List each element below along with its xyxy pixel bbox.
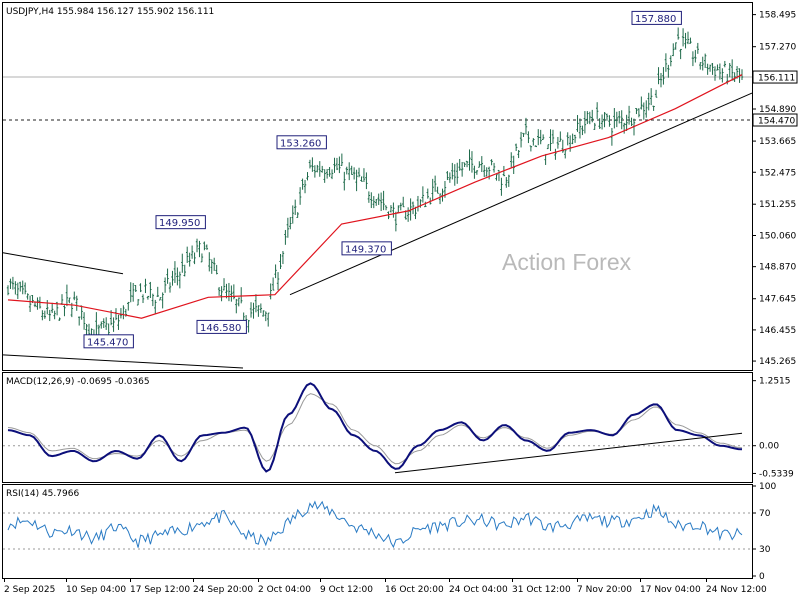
y-tick-label: 152.475 — [759, 168, 796, 178]
annotation-label: 146.580 — [200, 323, 241, 334]
moving-average-line — [7, 74, 743, 319]
y-tick-label: 148.870 — [759, 263, 796, 273]
y-tick-label: 157.270 — [759, 43, 796, 53]
x-tick-label: 17 Nov 04:00 — [640, 585, 701, 595]
y-tick-label: 147.645 — [759, 295, 796, 305]
annotation-box — [341, 241, 392, 256]
y-tick-label: 150.060 — [759, 231, 796, 241]
x-tick-label: 9 Oct 12:00 — [320, 585, 373, 595]
trendline — [289, 92, 753, 296]
x-tick-label: 31 Oct 12:00 — [512, 585, 571, 595]
y-tick-label: 154.890 — [759, 105, 796, 115]
annotation-box — [83, 334, 134, 349]
x-tick-label: 16 Oct 20:00 — [385, 585, 444, 595]
annotation-box — [155, 215, 206, 230]
annotation-box — [276, 135, 327, 150]
x-tick-label: 7 Nov 20:00 — [577, 585, 632, 595]
macd-panel — [2, 372, 753, 483]
y-tick-label: 158.495 — [759, 11, 796, 21]
macd-trendline — [394, 432, 743, 474]
annotation-label: 145.470 — [87, 337, 128, 348]
annotation-label: 149.370 — [345, 244, 386, 255]
annotation-box — [631, 10, 682, 25]
rsi-tick-label: 100 — [759, 482, 776, 492]
rsi-tick-label: 0 — [759, 572, 765, 582]
x-tick-label: 2 Oct 04:00 — [258, 585, 311, 595]
main-header: USDJPY,H4 155.984 156.127 155.902 156.11… — [6, 7, 214, 17]
macd-header: MACD(12,26,9) -0.0695 -0.0365 — [6, 377, 150, 387]
main-panel — [2, 2, 753, 371]
annotation-label: 157.880 — [635, 14, 676, 25]
rsi-line — [7, 500, 743, 549]
rsi-tick-label: 70 — [759, 509, 771, 519]
trendline — [2, 354, 244, 369]
x-tick-label: 24 Sep 20:00 — [193, 585, 253, 595]
trendline — [2, 252, 124, 275]
rsi-header: RSI(14) 45.7966 — [6, 489, 79, 499]
annotation-label: 149.950 — [159, 218, 200, 229]
rsi-tick-label: 30 — [759, 545, 771, 555]
x-tick-label: 2 Sep 2025 — [4, 585, 55, 595]
x-tick-label: 24 Nov 12:00 — [706, 585, 767, 595]
rsi-panel — [2, 484, 753, 579]
y-tick-label: 151.255 — [759, 200, 796, 210]
watermark: Action Forex — [502, 249, 632, 275]
annotation-label: 153.260 — [280, 138, 321, 149]
current-price-label: 156.111 — [758, 74, 795, 84]
x-tick-label: 17 Sep 12:00 — [130, 585, 190, 595]
macd-tick-label: 1.2515 — [759, 377, 791, 387]
macd-line — [7, 382, 743, 473]
x-tick-label: 24 Oct 04:00 — [449, 585, 508, 595]
level-box — [752, 113, 798, 127]
macd-tick-label: 0.00 — [759, 442, 779, 452]
current-price-box — [752, 70, 798, 84]
macd-tick-label: -0.5339 — [759, 469, 794, 479]
annotation-box — [196, 319, 247, 334]
y-tick-label: 146.455 — [759, 326, 796, 336]
x-tick-label: 10 Sep 04:00 — [66, 585, 126, 595]
level-label: 154.470 — [758, 117, 795, 127]
y-tick-label: 153.665 — [759, 137, 796, 147]
y-tick-label: 145.265 — [759, 357, 796, 367]
